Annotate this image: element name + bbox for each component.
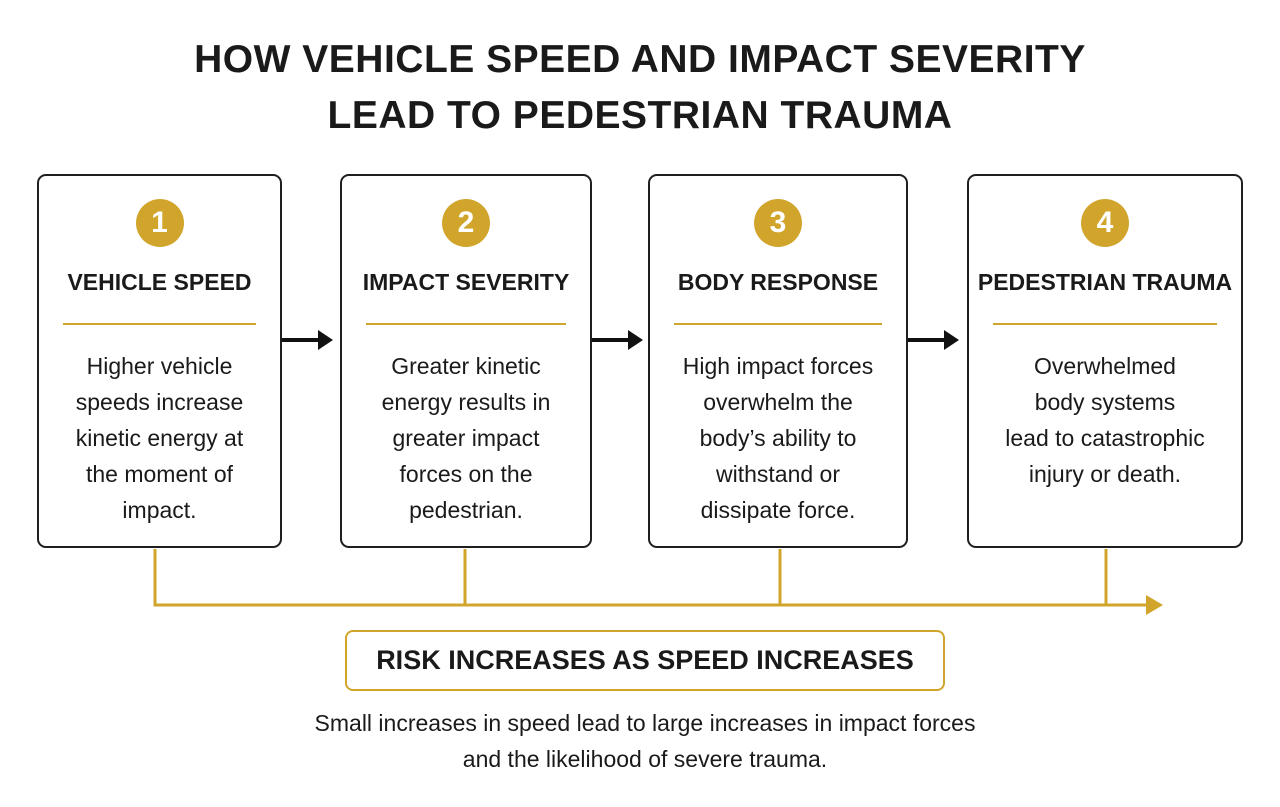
description-line: High impact forces [682, 353, 874, 379]
description-line: speeds increase [75, 389, 244, 415]
step-description: Higher vehicle speeds increase kinetic e… [39, 348, 280, 528]
description-line: Overwhelmed [1034, 353, 1176, 379]
description-line: dissipate force. [700, 497, 856, 523]
step-title: IMPACT SEVERITY [362, 269, 570, 295]
timeline-connector [153, 549, 1150, 607]
step-card-impact-severity: 2 IMPACT SEVERITY Greater kinetic energy… [340, 174, 592, 548]
description-line: injury or death. [1028, 461, 1182, 487]
description-line: energy results in [381, 389, 551, 415]
description-line: body systems [1034, 389, 1176, 415]
step-divider [63, 323, 256, 325]
step-title: BODY RESPONSE [677, 269, 879, 295]
description-line: the moment of [85, 461, 234, 487]
title-line-2: LEAD TO PEDESTRIAN TRAUMA [327, 94, 953, 137]
description-line: body’s ability to [699, 425, 857, 451]
diagram-title: HOW VEHICLE SPEED AND IMPACT SEVERITY LE… [0, 32, 1280, 144]
description-line: greater impact [392, 425, 540, 451]
description-line: kinetic energy at [75, 425, 244, 451]
step-divider [674, 323, 882, 325]
risk-banner: RISK INCREASES AS SPEED INCREASES [345, 630, 945, 691]
step-number-badge: 2 [442, 199, 490, 247]
description-line: overwhelm the [703, 389, 853, 415]
footnote-line-1: Small increases in speed lead to large i… [314, 710, 976, 736]
step-number-badge: 1 [135, 199, 184, 247]
description-line: forces on the [399, 461, 533, 487]
right-arrow-icon [282, 330, 333, 350]
footnote-line-2: and the likelihood of severe trauma. [462, 746, 828, 772]
step-divider [993, 323, 1217, 325]
step-description: Overwhelmed body systems lead to catastr… [969, 348, 1241, 492]
step-divider [366, 323, 566, 325]
description-line: pedestrian. [409, 497, 523, 523]
step-number-badge: 4 [1081, 199, 1129, 247]
right-arrow-icon [592, 330, 643, 350]
step-card-vehicle-speed: 1 VEHICLE SPEED Higher vehicle speeds in… [37, 174, 282, 548]
step-card-body-response: 3 BODY RESPONSE High impact forces overw… [648, 174, 908, 548]
description-line: impact. [122, 497, 197, 523]
description-line: withstand or [715, 461, 840, 487]
footnote: Small increases in speed lead to large i… [0, 705, 1280, 777]
step-number-badge: 3 [754, 199, 802, 247]
step-title: PEDESTRIAN TRAUMA [977, 269, 1233, 295]
title-line-1: HOW VEHICLE SPEED AND IMPACT SEVERITY [194, 38, 1086, 81]
step-description: High impact forces overwhelm the body’s … [650, 348, 906, 528]
description-line: Higher vehicle [86, 353, 233, 379]
step-card-pedestrian-trauma: 4 PEDESTRIAN TRAUMA Overwhelmed body sys… [967, 174, 1243, 548]
description-line: lead to catastrophic [1005, 425, 1205, 451]
step-title: VEHICLE SPEED [67, 269, 252, 295]
right-arrow-icon [908, 330, 959, 350]
step-description: Greater kinetic energy results in greate… [342, 348, 590, 528]
description-line: Greater kinetic [391, 353, 541, 379]
arrowhead-right-icon [1146, 595, 1163, 615]
